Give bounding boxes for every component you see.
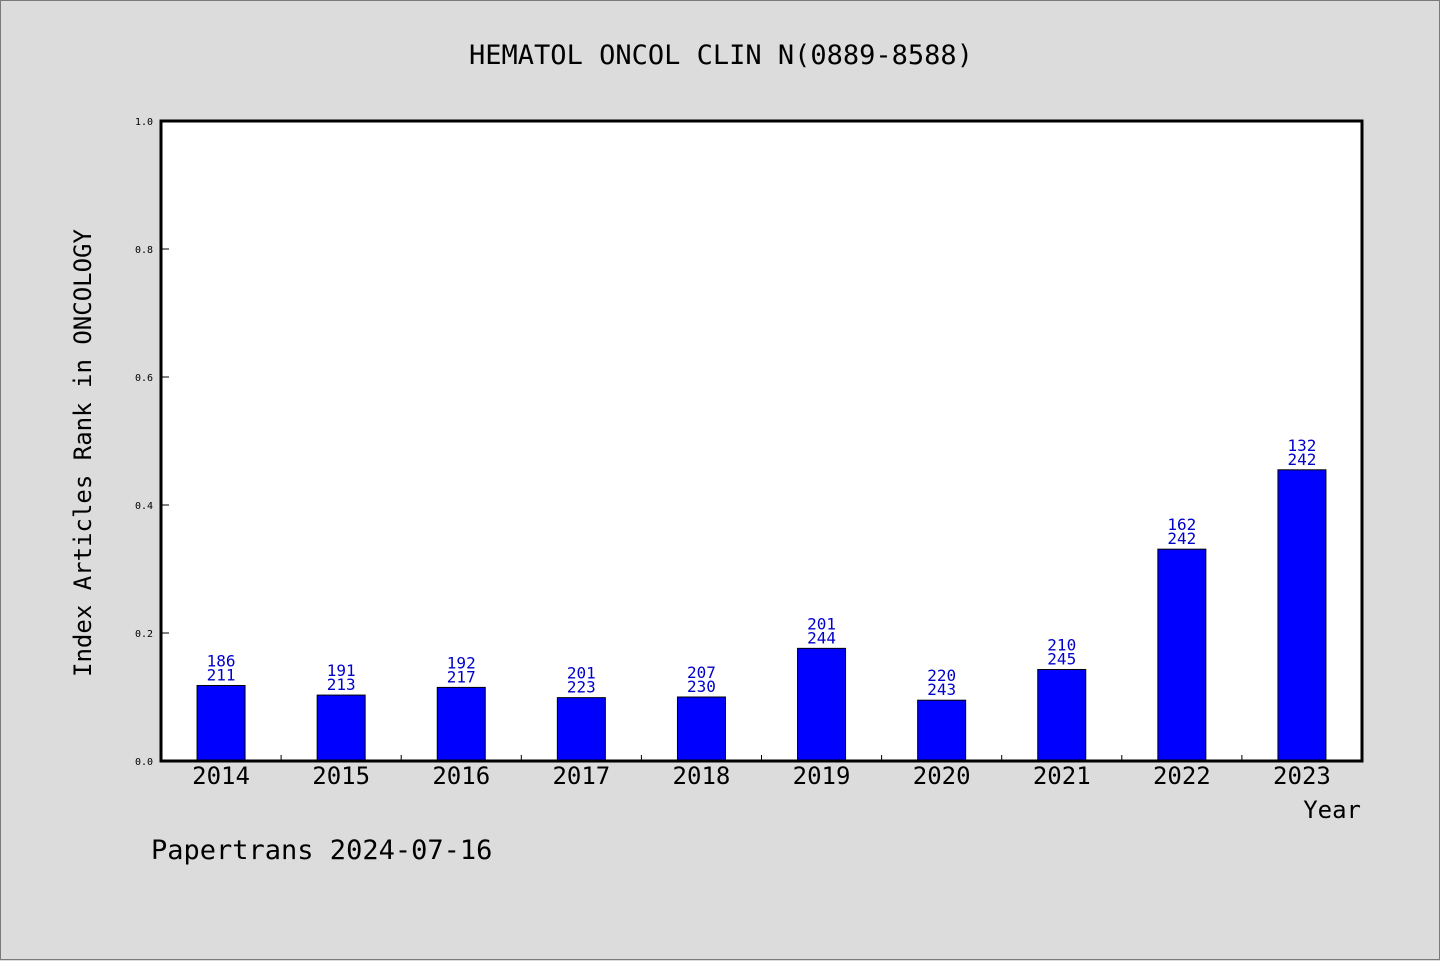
bar — [917, 699, 967, 762]
rank-label: 191 — [327, 661, 356, 680]
x-tick-label: 2015 — [312, 762, 370, 790]
y-axis-label: Index Articles Rank in ONCOLOGY — [69, 228, 97, 676]
total-label: 213 — [327, 675, 356, 694]
total-label: 217 — [447, 667, 476, 686]
y-tick-label: 1.0 — [135, 117, 153, 128]
rank-label: 162 — [1167, 515, 1196, 534]
bar — [436, 686, 486, 762]
x-tick-label: 2016 — [432, 762, 490, 790]
x-tick-label: 2017 — [552, 762, 610, 790]
x-tick-label: 2021 — [1033, 762, 1091, 790]
y-axis: 0.0 0.2 0.4 0.6 0.8 1.0 — [135, 117, 169, 768]
total-label: 245 — [1047, 649, 1076, 668]
x-tick-label: 2019 — [793, 762, 851, 790]
bar — [1277, 469, 1327, 762]
chart-title: HEMATOL ONCOL CLIN N(0889-8588) — [469, 40, 973, 71]
total-label: 211 — [207, 665, 236, 684]
rank-label: 210 — [1047, 635, 1076, 654]
bar — [1157, 548, 1207, 762]
x-tick-label: 2023 — [1273, 762, 1331, 790]
total-label: 230 — [687, 677, 716, 696]
bar — [797, 647, 847, 762]
y-tick-label: 0.8 — [135, 245, 153, 256]
total-label: 242 — [1167, 529, 1196, 548]
x-tick-label: 2020 — [913, 762, 971, 790]
x-tick-label: 2018 — [673, 762, 731, 790]
bar — [556, 697, 606, 762]
total-label: 244 — [807, 628, 836, 647]
x-tick-label: 2014 — [192, 762, 250, 790]
y-tick-label: 0.6 — [135, 373, 153, 384]
rank-label: 186 — [207, 651, 236, 670]
x-axis: 2014 2015 2016 2017 2018 2019 2020 2021 2022 2023 — [192, 755, 1331, 790]
bar — [196, 684, 246, 762]
total-label: 243 — [927, 680, 956, 699]
x-tick-label: 2022 — [1153, 762, 1211, 790]
rank-label: 192 — [447, 653, 476, 672]
bar — [316, 694, 366, 762]
bar — [1037, 668, 1087, 762]
rank-label: 201 — [567, 664, 596, 683]
x-axis-label: Year — [1303, 796, 1361, 824]
bars-group — [196, 469, 1327, 762]
rank-label: 220 — [927, 666, 956, 685]
y-tick-label: 0.2 — [135, 629, 153, 640]
total-label: 242 — [1287, 450, 1316, 469]
rank-label: 207 — [687, 663, 716, 682]
footer-watermark: Papertrans 2024-07-16 — [151, 835, 493, 866]
total-label: 223 — [567, 678, 596, 697]
rank-label: 201 — [807, 614, 836, 633]
bar — [676, 696, 726, 762]
y-tick-label: 0.4 — [135, 501, 153, 512]
rank-label: 132 — [1287, 436, 1316, 455]
y-tick-label: 0.0 — [135, 757, 153, 768]
